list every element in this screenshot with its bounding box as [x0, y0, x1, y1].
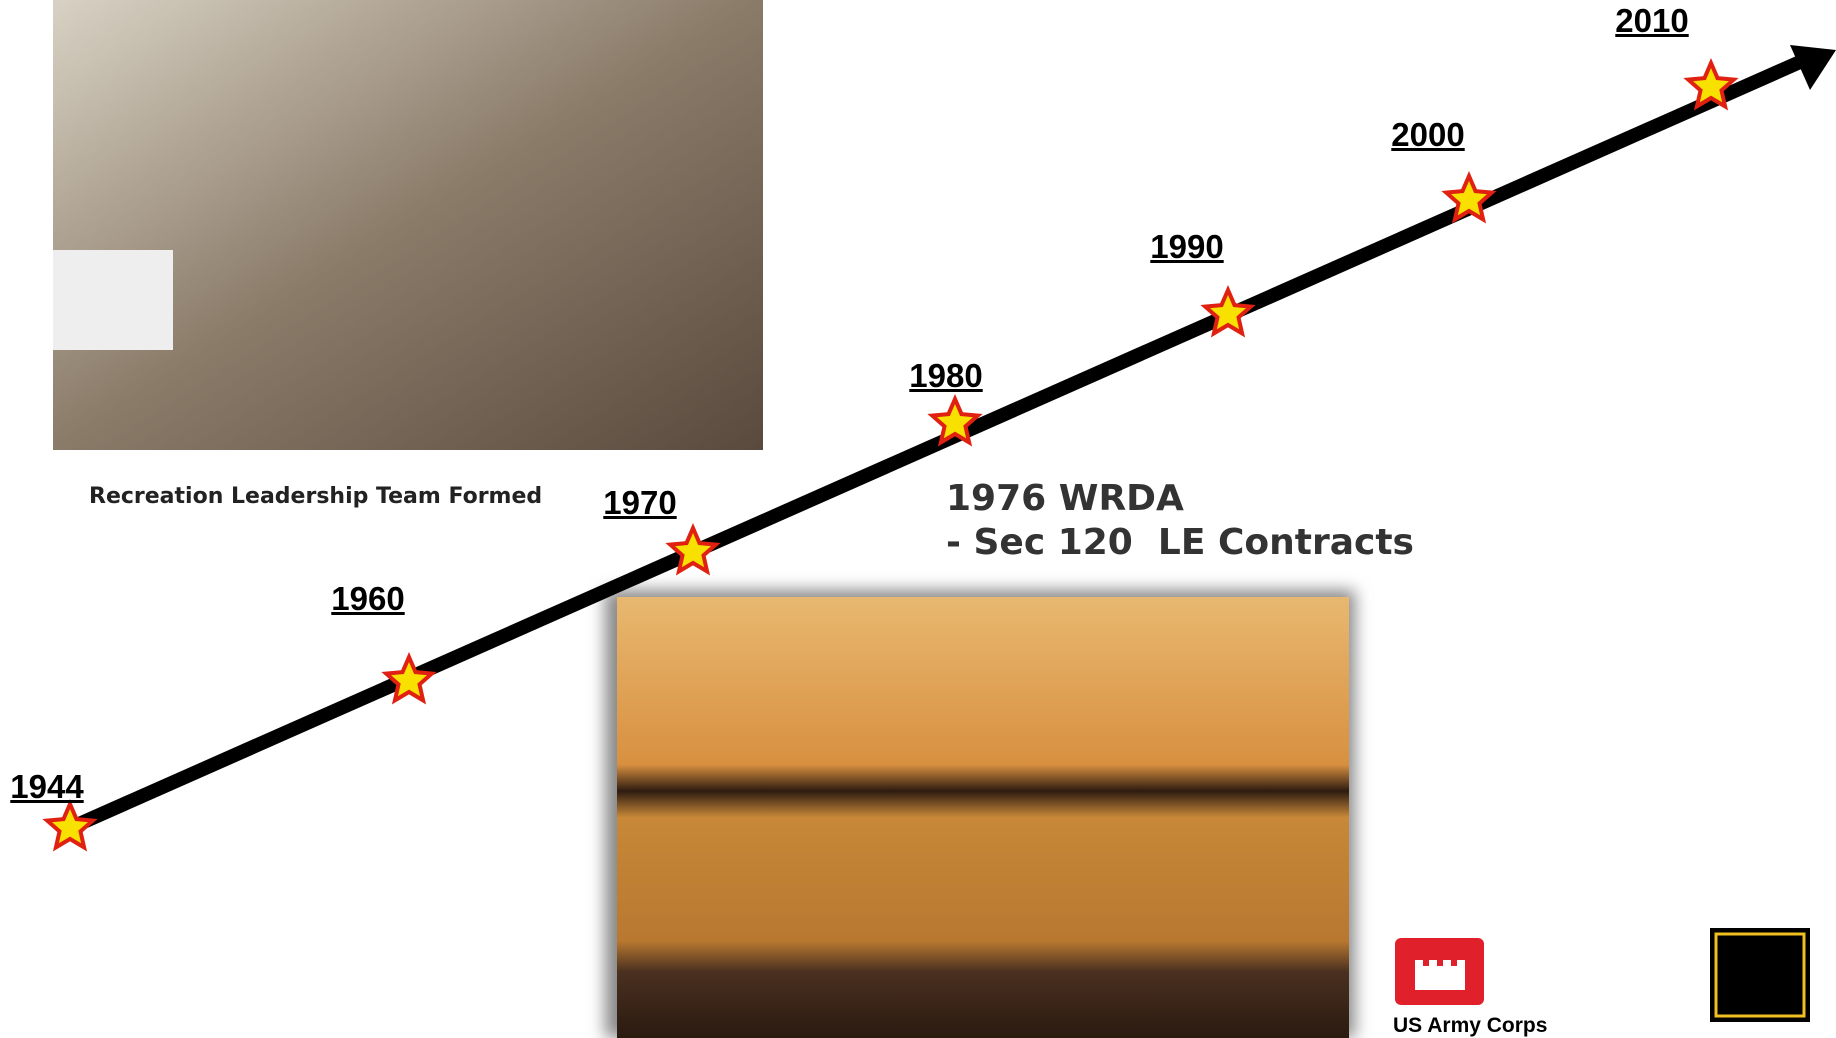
- timeline-star: [381, 651, 437, 705]
- event-title: 1976 WRDA: [946, 478, 1184, 519]
- team-photo: [53, 0, 763, 450]
- event-detail: - Sec 120 LE Contracts: [946, 522, 1414, 563]
- photo-caption: Recreation Leadership Team Formed: [89, 484, 543, 509]
- year-label: 2010: [1615, 2, 1689, 39]
- army-logo-border: [1714, 932, 1806, 1018]
- timeline-star: [1200, 284, 1256, 338]
- army-logo: [1710, 928, 1810, 1022]
- year-label: 1980: [909, 357, 983, 394]
- year-label: 1944: [10, 768, 84, 805]
- year-label: 2000: [1391, 116, 1465, 153]
- year-label: 1990: [1150, 228, 1224, 265]
- logo-text: US Army Corps: [1393, 1014, 1548, 1037]
- sunset-photo: [617, 597, 1349, 1038]
- timeline-arrow: [67, 55, 1803, 835]
- year-label: 1970: [603, 484, 677, 521]
- timeline-stars: [42, 57, 1739, 852]
- table: [53, 250, 173, 350]
- castle-icon: [1415, 960, 1465, 990]
- arrow-head: [1790, 45, 1836, 90]
- timeline-star: [42, 798, 98, 852]
- year-label: 1960: [331, 580, 405, 617]
- timeline-star: [665, 522, 721, 576]
- timeline-star: [1441, 170, 1497, 224]
- timeline-star: [1683, 57, 1739, 111]
- timeline-star: [927, 393, 983, 447]
